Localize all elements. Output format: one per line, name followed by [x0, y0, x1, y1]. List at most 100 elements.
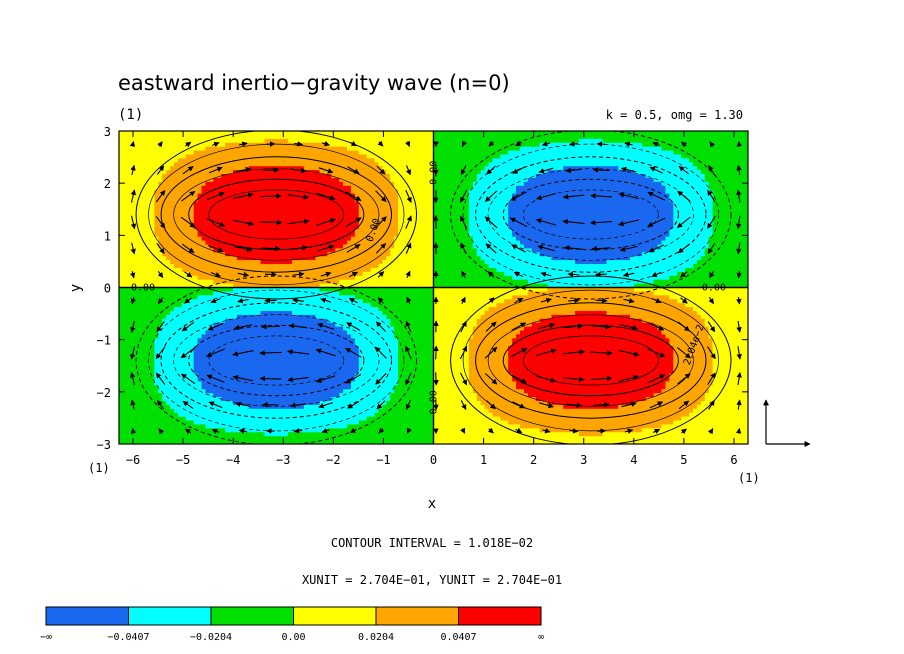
contour-fill-cell — [177, 267, 183, 273]
contour-fill-cell — [295, 275, 301, 281]
contour-fill-cell — [130, 357, 136, 363]
params-label: k = 0.5, omg = 1.30 — [606, 108, 743, 122]
contour-fill-cell — [158, 252, 163, 257]
contour-fill-cell — [209, 177, 214, 183]
contour-fill-cell — [288, 416, 293, 422]
contour-fill-cell — [284, 197, 289, 203]
contour-fill-cell — [193, 326, 199, 332]
contour-fill-cell — [331, 236, 336, 242]
contour-fill-cell — [256, 346, 262, 351]
contour-fill-cell — [307, 197, 313, 203]
contour-fill-cell — [236, 220, 242, 226]
contour-fill-cell — [150, 142, 155, 148]
contour-fill-cell — [236, 154, 242, 159]
contour-fill-cell — [260, 428, 266, 433]
contour-fill-cell — [213, 397, 218, 402]
contour-fill-cell — [166, 385, 171, 390]
contour-fill-cell — [229, 369, 234, 375]
contour-fill-cell — [138, 193, 144, 199]
contour-fill-cell — [319, 291, 325, 296]
contour-fill-cell — [154, 189, 159, 195]
contour-fill-cell — [185, 354, 191, 359]
contour-fill-cell — [201, 228, 207, 234]
contour-fill-cell — [291, 205, 297, 210]
contour-fill-cell — [323, 166, 328, 171]
contour-fill-cell — [303, 361, 309, 367]
contour-fill-cell — [358, 412, 364, 418]
contour-fill-cell — [150, 189, 155, 195]
contour-fill-cell — [291, 373, 297, 379]
contour-fill-cell — [236, 330, 242, 336]
contour-fill-cell — [197, 166, 203, 171]
contour-fill-cell — [126, 299, 132, 304]
contour-fill-cell — [256, 400, 262, 406]
contour-fill-cell — [252, 205, 258, 210]
contour-fill-cell — [177, 260, 183, 265]
contour-fill-cell — [233, 428, 238, 433]
contour-fill-cell — [197, 158, 203, 163]
contour-fill-cell — [119, 338, 124, 343]
contour-fill-cell — [170, 252, 175, 257]
contour-fill-cell — [162, 279, 167, 285]
contour-fill-cell — [350, 217, 356, 222]
contour-fill-cell — [256, 432, 262, 437]
contour-fill-cell — [264, 224, 269, 230]
contour-fill-cell — [315, 326, 321, 332]
contour-fill-cell — [236, 291, 242, 296]
contour-fill-cell — [142, 217, 148, 222]
contour-fill-cell — [142, 240, 148, 246]
contour-fill-cell — [339, 436, 344, 441]
contour-fill-cell — [252, 236, 258, 242]
contour-fill-cell — [315, 146, 321, 152]
contour-fill-cell — [150, 381, 155, 386]
contour-fill-cell — [146, 393, 152, 398]
contour-fill-cell — [240, 220, 246, 226]
contour-fill-cell — [162, 275, 167, 281]
contour-fill-cell — [248, 256, 254, 261]
contour-fill-cell — [315, 240, 321, 246]
contour-fill-cell — [256, 240, 262, 246]
contour-fill-cell — [327, 416, 332, 422]
contour-fill-cell — [339, 373, 344, 379]
contour-fill-cell — [260, 342, 266, 347]
contour-fill-cell — [221, 283, 226, 289]
contour-fill-cell — [284, 209, 289, 214]
contour-fill-cell — [134, 252, 140, 257]
contour-fill-cell — [174, 279, 179, 285]
contour-fill-cell — [335, 318, 340, 324]
contour-fill-cell — [154, 357, 159, 363]
contour-fill-cell — [142, 361, 148, 367]
contour-fill-cell — [311, 365, 317, 371]
contour-fill-cell — [162, 181, 167, 187]
contour-fill-cell — [229, 385, 234, 390]
contour-fill-cell — [358, 404, 364, 410]
contour-fill-cell — [126, 361, 132, 367]
contour-fill-cell — [185, 287, 191, 293]
contour-fill-cell — [284, 287, 289, 293]
contour-fill-cell — [284, 189, 289, 195]
contour-fill-cell — [350, 385, 356, 390]
contour-fill-cell — [350, 361, 356, 367]
contour-fill-cell — [205, 404, 211, 410]
contour-fill-cell — [189, 338, 195, 343]
contour-fill-cell — [268, 131, 273, 136]
contour-fill-cell — [138, 275, 144, 281]
contour-fill-cell — [126, 432, 132, 437]
contour-fill-cell — [252, 138, 258, 144]
contour-fill-cell — [280, 134, 285, 140]
contour-fill-cell — [358, 307, 364, 312]
contour-fill-cell — [201, 264, 207, 269]
contour-fill-cell — [193, 287, 199, 293]
contour-fill-cell — [201, 330, 207, 336]
contour-fill-cell — [252, 291, 258, 296]
contour-fill-cell — [142, 295, 148, 300]
contour-fill-cell — [181, 150, 187, 156]
contour-fill-cell — [311, 271, 317, 277]
contour-fill-cell — [236, 134, 242, 140]
contour-fill-cell — [170, 170, 175, 175]
contour-fill-cell — [146, 138, 152, 144]
contour-fill-cell — [354, 220, 360, 226]
contour-fill-cell — [260, 318, 266, 324]
contour-fill-cell — [323, 220, 328, 226]
contour-fill-cell — [201, 357, 207, 363]
